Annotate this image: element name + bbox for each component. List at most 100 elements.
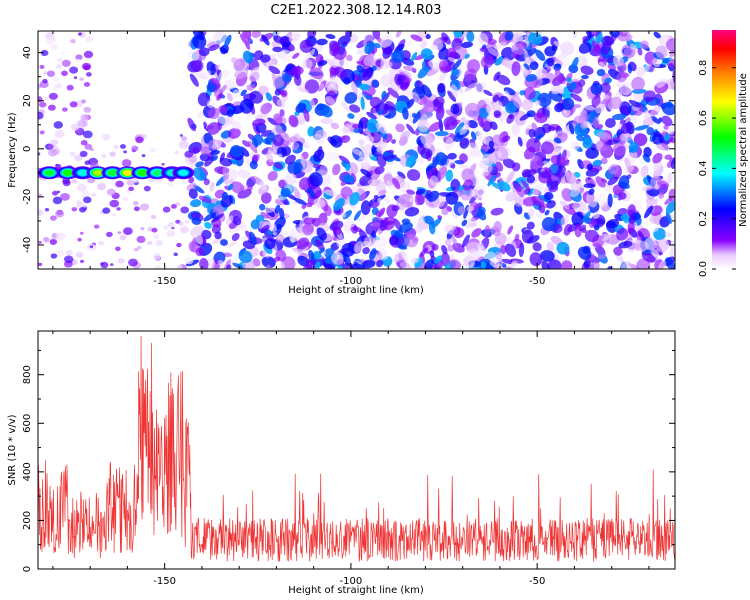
- noise-blob: [663, 134, 671, 141]
- noise-blob: [288, 114, 299, 128]
- noise-blob: [510, 52, 517, 58]
- noise-blob: [535, 49, 546, 61]
- faint-blob: [167, 181, 174, 187]
- noise-blob: [232, 89, 241, 98]
- faint-blob: [55, 83, 62, 89]
- x-tick-label: -50: [529, 276, 545, 287]
- noise-blob: [312, 251, 322, 260]
- noise-blob: [383, 154, 397, 160]
- faint-blob: [132, 177, 139, 183]
- noise-blob: [467, 248, 481, 261]
- noise-blob: [578, 224, 587, 232]
- noise-blob: [645, 198, 659, 207]
- noise-blob: [276, 98, 286, 108]
- noise-blob: [324, 205, 332, 217]
- noise-blob: [546, 200, 556, 209]
- noise-blob: [551, 176, 558, 182]
- noise-blob: [600, 97, 612, 105]
- noise-blob: [627, 221, 635, 235]
- noise-blob: [459, 137, 470, 149]
- noise-blob: [216, 93, 223, 101]
- noise-blob: [585, 147, 599, 159]
- band-blob: [107, 169, 118, 176]
- noise-blob: [265, 92, 273, 102]
- noise-blob: [193, 167, 207, 181]
- noise-blob: [435, 152, 448, 166]
- noise-blob: [315, 129, 328, 139]
- noise-blob: [400, 261, 412, 269]
- faint-blob: [123, 227, 133, 236]
- noise-blob: [342, 174, 355, 184]
- noise-blob: [482, 89, 493, 97]
- noise-blob: [291, 142, 300, 151]
- noise-blob: [586, 163, 594, 171]
- noise-blob: [450, 103, 460, 115]
- noise-blob: [620, 213, 629, 221]
- noise-blob: [668, 137, 675, 144]
- noise-blob: [640, 165, 649, 178]
- noise-blob: [603, 35, 615, 45]
- noise-blob: [592, 159, 603, 167]
- noise-blob: [615, 91, 623, 99]
- noise-blob: [359, 144, 365, 152]
- noise-blob: [445, 191, 459, 205]
- noise-blob: [405, 155, 416, 167]
- faint-blob: [135, 136, 144, 144]
- faint-blob: [61, 59, 71, 67]
- noise-blob: [346, 54, 353, 62]
- noise-blob: [252, 118, 266, 127]
- noise-blob: [628, 99, 641, 108]
- noise-blob: [410, 51, 418, 62]
- noise-blob: [658, 192, 665, 199]
- faint-blob: [85, 36, 94, 43]
- noise-blob: [490, 207, 504, 216]
- noise-blob: [616, 71, 627, 83]
- noise-blob: [310, 98, 315, 108]
- faint-blob: [56, 190, 61, 194]
- noise-blob: [198, 47, 210, 57]
- noise-blob: [351, 148, 362, 156]
- faint-blob: [55, 232, 66, 241]
- noise-blob: [378, 189, 387, 196]
- noise-blob: [547, 259, 562, 269]
- noise-blob: [477, 115, 484, 128]
- noise-blob: [198, 195, 212, 204]
- faint-blob: [123, 150, 127, 154]
- noise-blob: [264, 207, 275, 213]
- noise-blob: [525, 74, 537, 82]
- faint-blob: [53, 121, 63, 129]
- noise-blob: [409, 197, 415, 203]
- noise-blob: [511, 61, 521, 76]
- noise-blob: [429, 94, 437, 102]
- faint-blob: [86, 72, 92, 77]
- noise-blob: [569, 187, 581, 198]
- faint-blob: [128, 186, 135, 192]
- noise-blob: [410, 34, 423, 42]
- noise-blob: [308, 172, 323, 187]
- noise-blob: [619, 119, 626, 125]
- noise-blob: [279, 207, 285, 220]
- faint-blob: [149, 147, 156, 153]
- faint-blob: [39, 64, 45, 69]
- noise-blob: [461, 41, 473, 48]
- noise-blob: [472, 184, 486, 200]
- noise-blob: [273, 161, 283, 170]
- noise-blob: [590, 82, 603, 95]
- band-blob: [152, 169, 163, 176]
- noise-blob: [596, 131, 612, 141]
- noise-blob: [623, 47, 634, 58]
- noise-blob: [494, 232, 507, 245]
- noise-blob: [192, 146, 200, 154]
- faint-blob: [38, 209, 44, 216]
- noise-blob: [445, 169, 454, 182]
- faint-blob: [48, 148, 58, 157]
- noise-blob: [242, 50, 254, 64]
- noise-blob: [546, 57, 555, 67]
- noise-blob: [585, 193, 598, 208]
- noise-blob: [608, 164, 620, 175]
- noise-blob: [437, 215, 443, 220]
- noise-blob: [345, 163, 351, 172]
- noise-blob: [367, 178, 380, 187]
- noise-blob: [358, 139, 365, 145]
- noise-blob: [582, 211, 591, 223]
